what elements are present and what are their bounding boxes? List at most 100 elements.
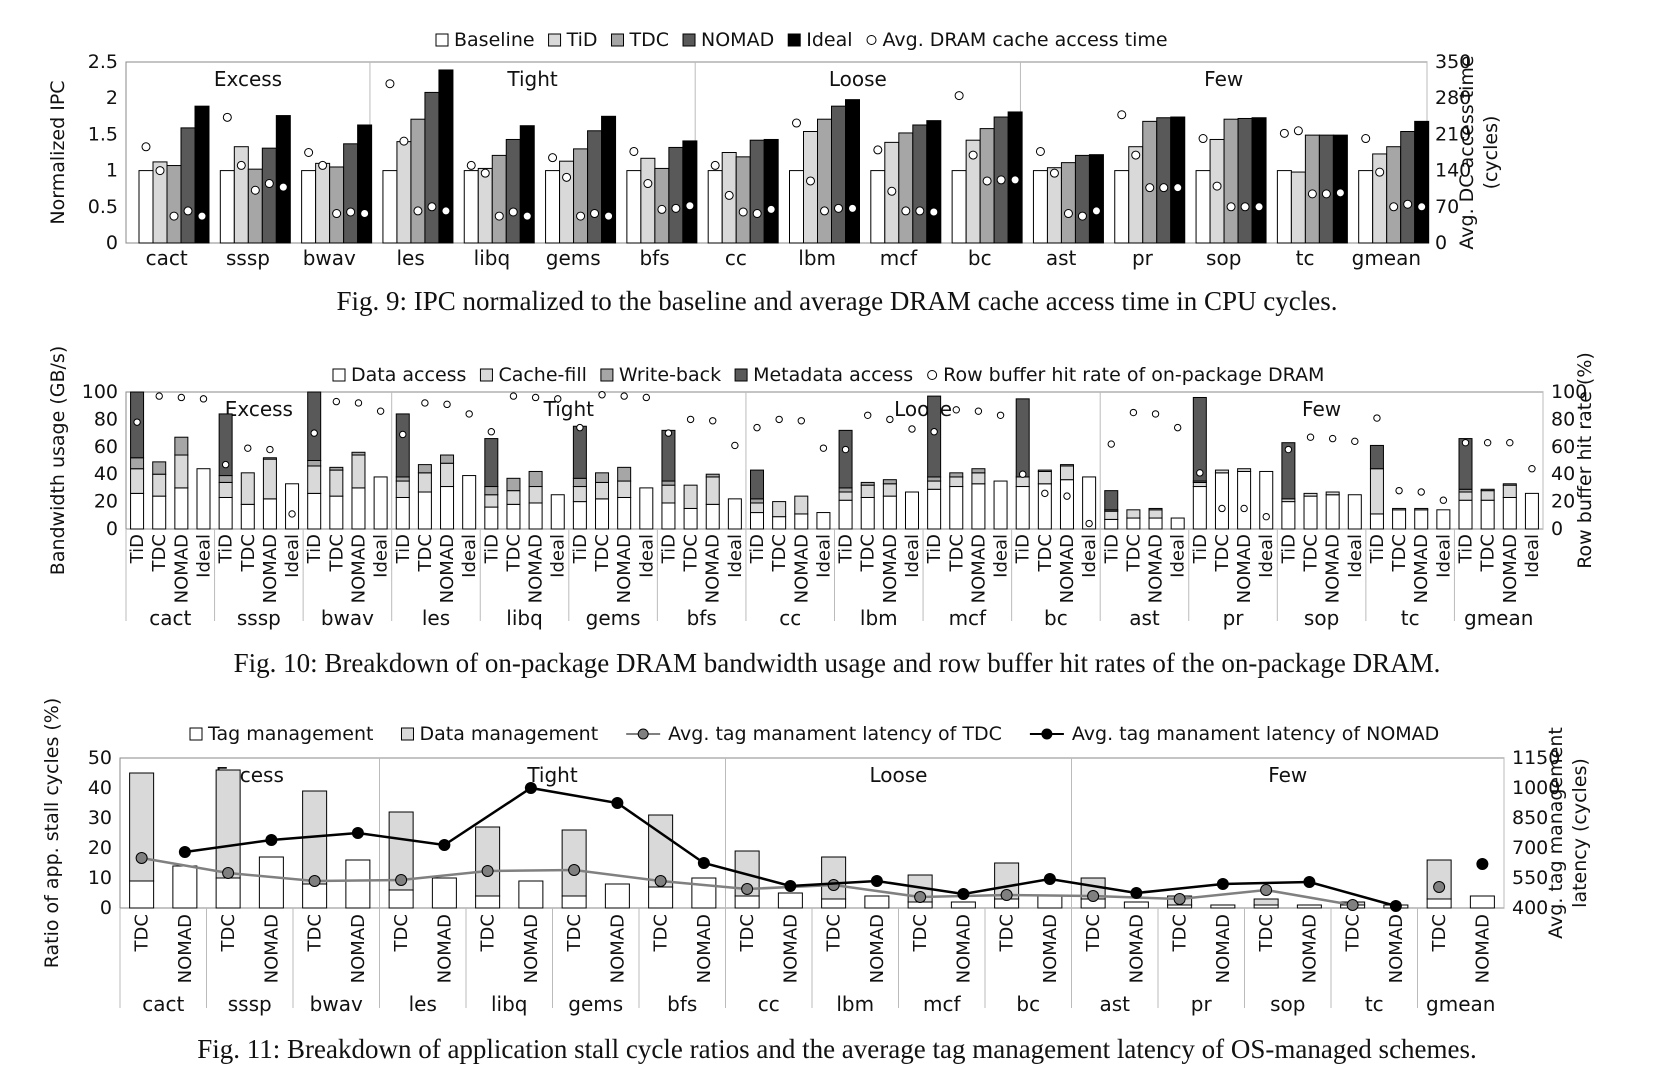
- y2-tick-label: 100: [1551, 381, 1587, 403]
- sub-tick-label: TDC: [478, 914, 499, 952]
- x-tick-label: gmean: [1426, 992, 1495, 1016]
- bandwidth-segment: [1192, 481, 1207, 488]
- x-tick-label: bc: [1044, 606, 1068, 630]
- ipc-bar: [138, 170, 154, 244]
- stall-segment: [1210, 904, 1236, 909]
- access-time-marker: [724, 190, 734, 200]
- bandwidth-segment: [949, 472, 964, 478]
- bandwidth-segment: [838, 429, 853, 489]
- x-tick-label: les: [422, 606, 450, 630]
- y2-tick-label: 0: [1551, 518, 1563, 540]
- x-tick-label: sop: [1270, 992, 1305, 1016]
- latency-marker: [957, 888, 970, 900]
- bandwidth-segment: [1392, 507, 1407, 511]
- sub-tick-label: TiD: [1101, 534, 1122, 564]
- bandwidth-segment: [1369, 444, 1384, 470]
- ipc-bar: [1195, 170, 1211, 244]
- access-time-marker: [982, 176, 992, 186]
- bandwidth-segment: [772, 501, 787, 518]
- stall-segment: [1253, 898, 1279, 906]
- stall-segment: [518, 880, 544, 909]
- access-time-marker: [183, 206, 193, 216]
- row-hit-marker: [1262, 512, 1270, 521]
- ipc-bar: [301, 170, 317, 244]
- bandwidth-segment: [971, 472, 986, 485]
- legend-marker: [637, 728, 649, 740]
- stall-segment: [821, 856, 847, 900]
- row-hit-marker: [487, 428, 496, 436]
- bandwidth-segment: [949, 486, 964, 530]
- access-time-marker: [1279, 128, 1289, 138]
- access-time-marker: [820, 206, 829, 216]
- group-label: Excess: [214, 67, 282, 91]
- x-tick-label: pr: [1223, 606, 1245, 630]
- row-hit-marker: [288, 510, 296, 518]
- ipc-bar: [194, 105, 210, 244]
- row-hit-marker: [354, 399, 363, 407]
- access-time-marker: [441, 206, 451, 216]
- x-tick-label: bfs: [667, 992, 697, 1016]
- ipc-bar: [803, 131, 818, 244]
- sub-tick-label: TDC: [238, 534, 259, 572]
- access-time-marker: [548, 153, 558, 163]
- y-tick-label: 1: [106, 160, 118, 182]
- stall-segment: [561, 895, 587, 909]
- x-tick-label: gems: [586, 606, 641, 630]
- access-time-marker: [427, 202, 437, 212]
- sub-tick-label: TDC: [564, 914, 585, 952]
- bandwidth-segment: [329, 495, 344, 530]
- x-tick-label: ast: [1099, 992, 1130, 1016]
- bandwidth-segment: [838, 491, 853, 501]
- bandwidth-segment: [462, 475, 477, 530]
- access-time-marker: [278, 182, 288, 192]
- ipc-bar: [1046, 167, 1062, 244]
- access-time-marker: [1307, 189, 1317, 199]
- ipc-bar: [1358, 170, 1374, 244]
- ipc-bar: [707, 170, 723, 244]
- sub-tick-label: TiD: [1456, 534, 1477, 564]
- group-label: Tight: [543, 397, 595, 421]
- latency-marker: [870, 875, 883, 887]
- x-tick-label: mcf: [949, 606, 987, 630]
- ipc-bar: [573, 148, 589, 244]
- sub-tick-label: NOMAD: [1386, 914, 1407, 983]
- bandwidth-segment: [750, 498, 765, 504]
- x-tick-label: bwav: [321, 606, 374, 630]
- sub-tick-label: TDC: [132, 914, 153, 952]
- bandwidth-segment: [816, 512, 831, 530]
- sub-tick-label: Ideal: [1256, 534, 1277, 578]
- sub-tick-label: TDC: [1343, 914, 1364, 952]
- x-tick-label: bc: [968, 246, 992, 270]
- row-hit-marker: [1018, 470, 1027, 478]
- bandwidth-segment: [506, 503, 521, 530]
- ipc-bar: [870, 170, 886, 244]
- group-label: Loose: [829, 67, 887, 91]
- sub-tick-label: NOMAD: [968, 534, 989, 603]
- bandwidth-segment: [307, 465, 322, 494]
- row-hit-marker: [1417, 488, 1425, 496]
- bandwidth-segment: [351, 487, 366, 530]
- sub-tick-label: Ideal: [902, 534, 923, 578]
- x-tick-label: ast: [1129, 606, 1160, 630]
- bandwidth-segment: [240, 472, 255, 505]
- legend-label: Tag management: [207, 723, 373, 745]
- sub-tick-label: TDC: [1389, 534, 1410, 572]
- bandwidth-segment: [705, 503, 720, 530]
- y2-axis-label: (cycles): [1480, 116, 1502, 190]
- sub-tick-label: NOMAD: [437, 534, 458, 603]
- latency-marker: [438, 839, 451, 851]
- access-time-marker: [1375, 167, 1385, 177]
- ipc-bar: [275, 115, 291, 244]
- bandwidth-segment: [572, 477, 587, 488]
- y-tick-label: 10: [88, 867, 112, 889]
- ipc-bar: [979, 128, 995, 244]
- sub-tick-label: TDC: [149, 534, 170, 572]
- row-hit-marker: [686, 415, 695, 424]
- row-hit-marker: [376, 407, 385, 415]
- access-time-marker: [834, 203, 843, 213]
- sub-tick-label: NOMAD: [1472, 914, 1493, 983]
- bandwidth-segment: [860, 484, 875, 498]
- x-tick-label: sssp: [228, 992, 272, 1016]
- bandwidth-segment: [572, 486, 587, 503]
- bandwidth-segment: [417, 491, 432, 530]
